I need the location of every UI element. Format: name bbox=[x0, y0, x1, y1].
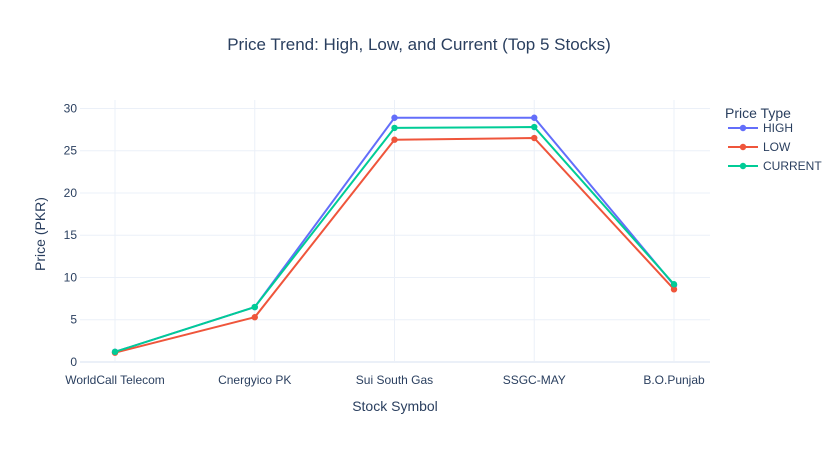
legend-title: Price Type bbox=[725, 105, 791, 121]
data-point-current bbox=[252, 304, 258, 310]
y-tick-label: 25 bbox=[64, 144, 78, 158]
y-tick-label: 0 bbox=[70, 355, 77, 369]
data-point-low bbox=[252, 314, 258, 320]
data-point-current bbox=[112, 349, 118, 355]
x-tick-label: B.O.Punjab bbox=[643, 373, 705, 387]
y-tick-label: 20 bbox=[64, 186, 78, 200]
y-tick-label: 30 bbox=[64, 101, 78, 115]
data-point-low bbox=[531, 135, 537, 141]
data-point-current bbox=[531, 124, 537, 130]
legend-marker-high bbox=[740, 125, 746, 131]
x-tick-label: WorldCall Telecom bbox=[65, 373, 165, 387]
x-axis-title: Stock Symbol bbox=[352, 398, 438, 414]
legend-label-low: LOW bbox=[763, 140, 791, 154]
data-point-current bbox=[671, 281, 677, 287]
y-tick-label: 15 bbox=[64, 228, 78, 242]
y-tick-label: 10 bbox=[64, 270, 78, 284]
legend-label-high: HIGH bbox=[763, 121, 793, 135]
data-point-low bbox=[391, 137, 397, 143]
x-tick-label: Sui South Gas bbox=[356, 373, 433, 387]
y-axis-title: Price (PKR) bbox=[32, 197, 48, 271]
y-tick-label: 5 bbox=[70, 313, 77, 327]
x-tick-label: SSGC-MAY bbox=[503, 373, 566, 387]
data-point-high bbox=[391, 115, 397, 121]
data-point-high bbox=[531, 115, 537, 121]
legend-marker-low bbox=[740, 144, 746, 150]
legend-marker-current bbox=[740, 163, 746, 169]
x-tick-label: Cnergyico PK bbox=[218, 373, 291, 387]
chart-title: Price Trend: High, Low, and Current (Top… bbox=[227, 35, 611, 54]
data-point-current bbox=[391, 125, 397, 131]
legend-label-current: CURRENT bbox=[763, 159, 822, 173]
